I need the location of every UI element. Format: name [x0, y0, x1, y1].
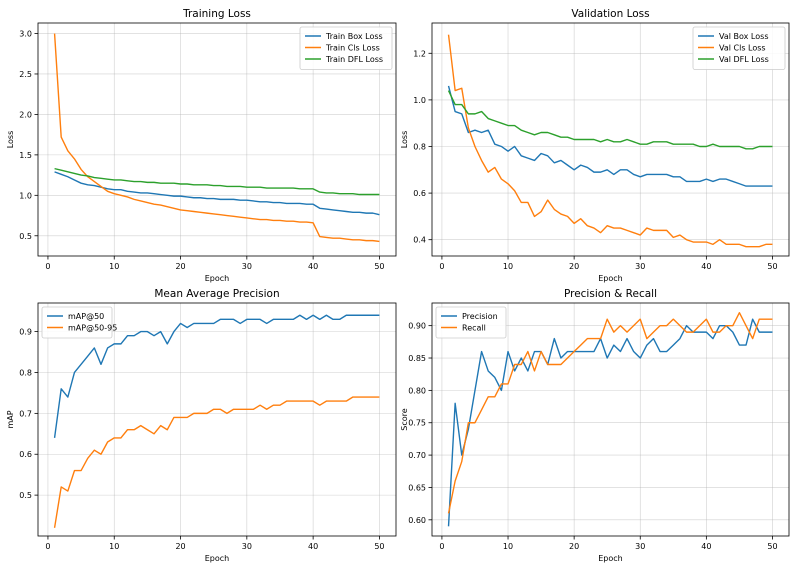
- y-tick-label: 2.0: [19, 110, 32, 119]
- y-tick-label: 0.4: [413, 236, 426, 245]
- x-tick-label: 30: [635, 542, 645, 551]
- legend-entry-val-box-loss: Val Box Loss: [719, 32, 768, 41]
- axes-frame: [37, 22, 397, 257]
- x-tick-label: 10: [109, 262, 119, 271]
- x-tick-label: 20: [569, 542, 579, 551]
- x-tick-label: 10: [503, 542, 513, 551]
- y-tick-label: 1.5: [19, 151, 32, 160]
- x-axis-label: Epoch: [205, 274, 230, 283]
- chart-title: Precision & Recall: [564, 288, 657, 300]
- legend-entry-train-dfl-loss: Train DFL Loss: [325, 55, 383, 64]
- legend-entry-map-50-95: mAP@50-95: [68, 324, 117, 333]
- x-tick-label: 0: [45, 542, 50, 551]
- y-tick-label: 0.8: [19, 368, 32, 377]
- series-line-map-50: [53, 314, 380, 438]
- y-tick-label: 0.85: [408, 354, 426, 363]
- y-axis-label: Loss: [6, 131, 15, 149]
- x-tick-label: 50: [374, 262, 384, 271]
- x-tick-label: 50: [767, 262, 777, 271]
- legend-entry-train-box-loss: Train Box Loss: [325, 32, 383, 41]
- y-tick-label: 0.9: [19, 328, 32, 337]
- legend: Train Box Loss Train Cls Loss Train DFL Lo…: [299, 26, 393, 70]
- legend-entry-recall: Recall: [462, 324, 486, 333]
- chart-title: Validation Loss: [571, 8, 649, 20]
- x-tick-label: 30: [242, 542, 252, 551]
- y-tick-label: 0.80: [408, 386, 426, 395]
- chart-panel-mean-average-precision: 0 10 20 30 40 50 0.5 0.6 0.7 0.8 0.9 Mean Average P…: [6, 288, 397, 563]
- series-line-val-box-loss: [447, 85, 773, 187]
- x-tick-label: 40: [701, 542, 711, 551]
- legend-box: [692, 26, 786, 70]
- y-axis-label: Loss: [400, 131, 409, 149]
- legend: Precision Recall: [435, 306, 507, 339]
- y-tick-label: 2.5: [19, 70, 32, 79]
- y-tick-label: 0.70: [408, 451, 426, 460]
- legend-box: [435, 306, 507, 339]
- y-tick-label: 1.0: [413, 96, 426, 105]
- chart-panel-precision-recall: 0 10 20 30 40 50 0.60 0.65 0.70 0.75 0.80 0.85 0.90 P…: [400, 288, 790, 563]
- x-tick-label: 10: [109, 542, 119, 551]
- x-tick-label: 20: [175, 262, 185, 271]
- x-tick-label: 0: [45, 262, 50, 271]
- x-tick-label: 0: [439, 542, 444, 551]
- legend: mAP@50 mAP@50-95: [41, 306, 117, 339]
- y-tick-label: 0.5: [19, 491, 32, 500]
- y-axis-label: mAP: [6, 410, 15, 428]
- y-tick-label: 0.8: [413, 142, 426, 151]
- x-axis-label: Epoch: [598, 554, 623, 563]
- x-axis-label: Epoch: [598, 274, 623, 283]
- series-line-recall: [447, 312, 773, 514]
- series-line-train-box-loss: [54, 171, 380, 216]
- legend-entry-val-cls-loss: Val Cls Loss: [719, 44, 766, 53]
- legend-box: [299, 26, 393, 70]
- y-tick-label: 0.7: [19, 409, 32, 418]
- legend-entry-precision: Precision: [462, 312, 498, 321]
- grid: [38, 303, 396, 536]
- y-tick-label: 0.60: [408, 516, 426, 525]
- y-tick-label: 1.0: [19, 191, 32, 200]
- axes-frame: [431, 22, 790, 257]
- series-line-val-dfl-loss: [447, 90, 773, 150]
- legend-entry-map-50: mAP@50: [68, 312, 104, 321]
- chart-panel-validation-loss: 0 10 20 30 40 50 0.4 0.6 0.8 1.0 1.2 Validation Los…: [400, 8, 790, 283]
- y-tick-label: 3.0: [19, 30, 32, 39]
- x-tick-label: 20: [175, 542, 185, 551]
- x-tick-label: 30: [242, 262, 252, 271]
- series-line-train-cls-loss: [53, 33, 380, 243]
- legend-box: [41, 306, 113, 339]
- axes-frame: [37, 302, 397, 537]
- x-tick-label: 20: [569, 262, 579, 271]
- chart-title: Mean Average Precision: [154, 288, 279, 300]
- legend: Val Box Loss Val Cls Loss Val DFL Loss: [692, 26, 786, 70]
- y-tick-label: 0.90: [408, 322, 426, 331]
- x-tick-label: 40: [308, 542, 318, 551]
- y-tick-label: 0.6: [19, 450, 32, 459]
- y-tick-label: 0.5: [19, 232, 32, 241]
- legend-entry-train-cls-loss: Train Cls Loss: [325, 44, 380, 53]
- series-line-train-dfl-loss: [54, 167, 380, 196]
- x-tick-label: 40: [308, 262, 318, 271]
- legend-entry-val-dfl-loss: Val DFL Loss: [719, 55, 769, 64]
- y-tick-label: 1.2: [413, 49, 426, 58]
- y-axis-label: Score: [400, 408, 409, 430]
- y-tick-label: 0.75: [408, 419, 426, 428]
- x-tick-label: 30: [635, 262, 645, 271]
- x-axis-label: Epoch: [205, 554, 230, 563]
- axes-frame: [431, 302, 790, 537]
- series-line-val-cls-loss: [447, 34, 773, 248]
- x-tick-label: 10: [503, 262, 513, 271]
- y-tick-label: 0.6: [413, 189, 426, 198]
- chart-title: Training Loss: [182, 8, 251, 20]
- series-line-map-50-95: [53, 396, 380, 528]
- y-tick-label: 0.65: [408, 483, 426, 492]
- x-tick-label: 40: [701, 262, 711, 271]
- grid: [432, 303, 789, 536]
- x-tick-label: 50: [767, 542, 777, 551]
- x-tick-label: 50: [374, 542, 384, 551]
- chart-panel-training-loss: 0 10 20 30 40 50 0.5 1.0 1.5 2.0 2.5 3.0 Training Lo…: [6, 8, 397, 283]
- x-tick-label: 0: [439, 262, 444, 271]
